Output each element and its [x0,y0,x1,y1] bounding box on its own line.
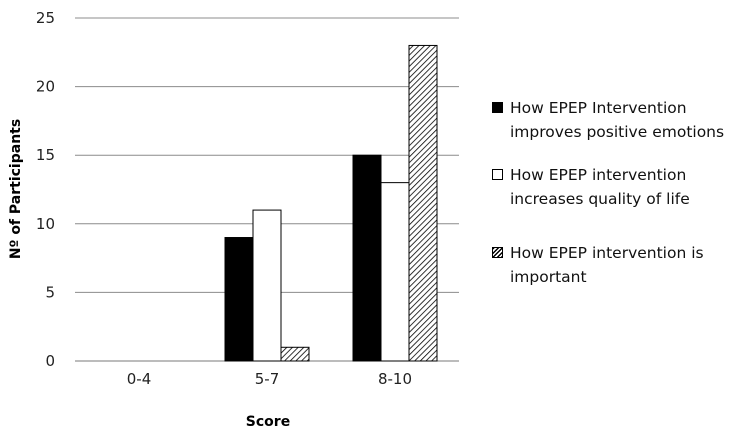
bar-series-1-8-10 [352,154,382,362]
bar-series-2-5-7 [252,209,282,362]
y-tick-label: 20 [36,78,55,96]
legend-label: How EPEP intervention increases quality … [510,166,690,208]
legend-item-quality-of-life: How EPEP intervention increases quality … [492,163,728,211]
legend-swatch-black [492,102,503,113]
y-tick-label: 5 [45,283,55,301]
bar-series-3-8-10 [408,44,438,362]
y-tick-label: 25 [36,9,55,27]
x-axis-title: Score [246,414,290,430]
y-tick-label: 10 [36,215,55,233]
y-tick-label: 0 [45,352,55,370]
bar-series-2-8-10 [380,182,410,362]
y-axis-title: Nº of Participants [8,119,24,259]
y-tick-labels: 0 5 10 15 20 25 [36,9,55,370]
legend-item-positive-emotions: How EPEP Intervention improves positive … [492,96,728,144]
x-tick-labels: 0-4 5-7 8-10 [127,370,412,388]
legend-swatch-white [492,169,503,180]
x-tick-label: 0-4 [127,370,152,388]
bars [224,44,438,362]
legend-item-importance: How EPEP intervention is important [492,241,728,289]
legend: How EPEP Intervention improves positive … [492,96,728,289]
legend-swatch-hatched [492,247,503,258]
x-tick-label: 8-10 [378,370,412,388]
legend-label: How EPEP intervention is important [510,244,704,286]
bar-series-1-5-7 [224,237,254,362]
x-tick-label: 5-7 [255,370,280,388]
bar-series-3-5-7 [280,346,310,362]
legend-label: How EPEP Intervention improves positive … [510,99,725,141]
y-tick-label: 15 [36,146,55,164]
